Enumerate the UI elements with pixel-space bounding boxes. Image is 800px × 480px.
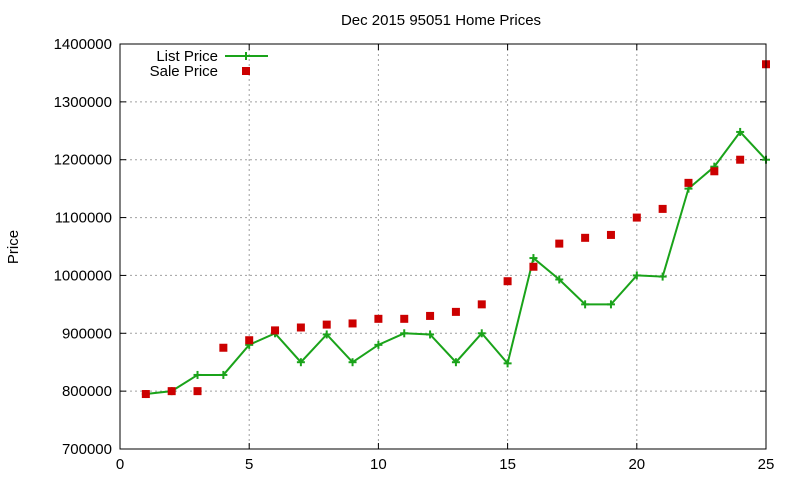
list-price-point [426, 330, 435, 339]
x-tick-label: 10 [370, 456, 387, 473]
sale-price-point [684, 178, 693, 187]
list-price-point [736, 127, 745, 136]
y-tick-label: 1400000 [54, 36, 112, 53]
sale-price-point [632, 213, 641, 222]
sale-price-point [555, 239, 564, 248]
sale-price-point [451, 307, 460, 316]
legend-label-sale-price: Sale Price [150, 63, 218, 80]
tick-layer: 0 5 10 15 20 25 700000 800000 900000 1000000 11000… [54, 36, 775, 473]
plot-frame [119, 43, 767, 450]
list-price-point [322, 330, 331, 339]
x-tick-label: 0 [116, 456, 124, 473]
sale-price-point [245, 336, 254, 345]
y-tick-label: 800000 [62, 383, 112, 400]
legend-plus-glyph [242, 52, 250, 60]
sale-price-point [167, 387, 176, 396]
legend-marker-list-price [242, 52, 250, 60]
list-price-point [348, 358, 357, 367]
sale-price-point [503, 277, 512, 286]
list-price-point [581, 300, 590, 309]
sale-price-point [400, 314, 409, 323]
x-tick-label: 15 [499, 456, 516, 473]
y-tick-label: 1100000 [55, 210, 112, 227]
list-price-point [529, 254, 538, 263]
x-tick-label: 5 [245, 456, 253, 473]
sale-price-point [477, 300, 486, 309]
list-price-point [658, 272, 667, 281]
y-tick-label: 1200000 [54, 152, 112, 169]
sale-price-point [710, 167, 719, 176]
list-price-point [451, 358, 460, 367]
list-price-point [219, 370, 228, 379]
list-price-point [477, 329, 486, 338]
sale-price-point [348, 319, 357, 328]
sale-price-point [581, 233, 590, 242]
series-line-list-price [145, 130, 767, 396]
list-price-point [374, 340, 383, 349]
y-tick-label: 1300000 [54, 94, 112, 111]
x-tick-label: 20 [628, 456, 645, 473]
sale-price-point [322, 320, 331, 329]
sale-price-point [658, 204, 667, 213]
y-axis-label: Price [5, 230, 22, 264]
series-layer [141, 60, 770, 399]
y-tick-label: 900000 [62, 325, 112, 342]
sale-price-point [736, 155, 745, 164]
legend-label-list-price: List Price [156, 48, 218, 65]
sale-price-point [141, 390, 150, 399]
sale-price-point [374, 314, 383, 323]
list-price-point [296, 358, 305, 367]
sale-price-point [219, 343, 228, 352]
y-tick-label: 1000000 [54, 267, 112, 284]
sale-price-point [529, 262, 538, 271]
y-tick-label: 700000 [62, 441, 112, 458]
list-price-point [632, 271, 641, 280]
x-tick-label: 25 [758, 456, 775, 473]
list-price-point [400, 329, 409, 338]
sale-price-point [606, 230, 615, 239]
legend-marker-sale-price [242, 67, 250, 75]
list-price-point [606, 300, 615, 309]
list-price-point [193, 370, 202, 379]
sale-price-point [426, 311, 435, 320]
grid-layer [120, 44, 766, 449]
list-price-point [555, 275, 564, 284]
list-price-point [503, 359, 512, 368]
chart-title: Dec 2015 95051 Home Prices [341, 12, 541, 29]
sale-price-point [271, 326, 280, 335]
legend: List Price Sale Price [150, 48, 268, 80]
sale-price-point [296, 323, 305, 332]
sale-price-point [193, 387, 202, 396]
